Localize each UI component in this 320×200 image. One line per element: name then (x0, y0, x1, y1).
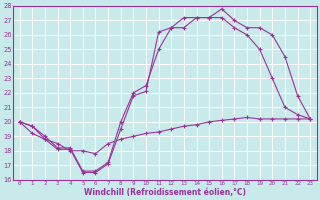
X-axis label: Windchill (Refroidissement éolien,°C): Windchill (Refroidissement éolien,°C) (84, 188, 246, 197)
